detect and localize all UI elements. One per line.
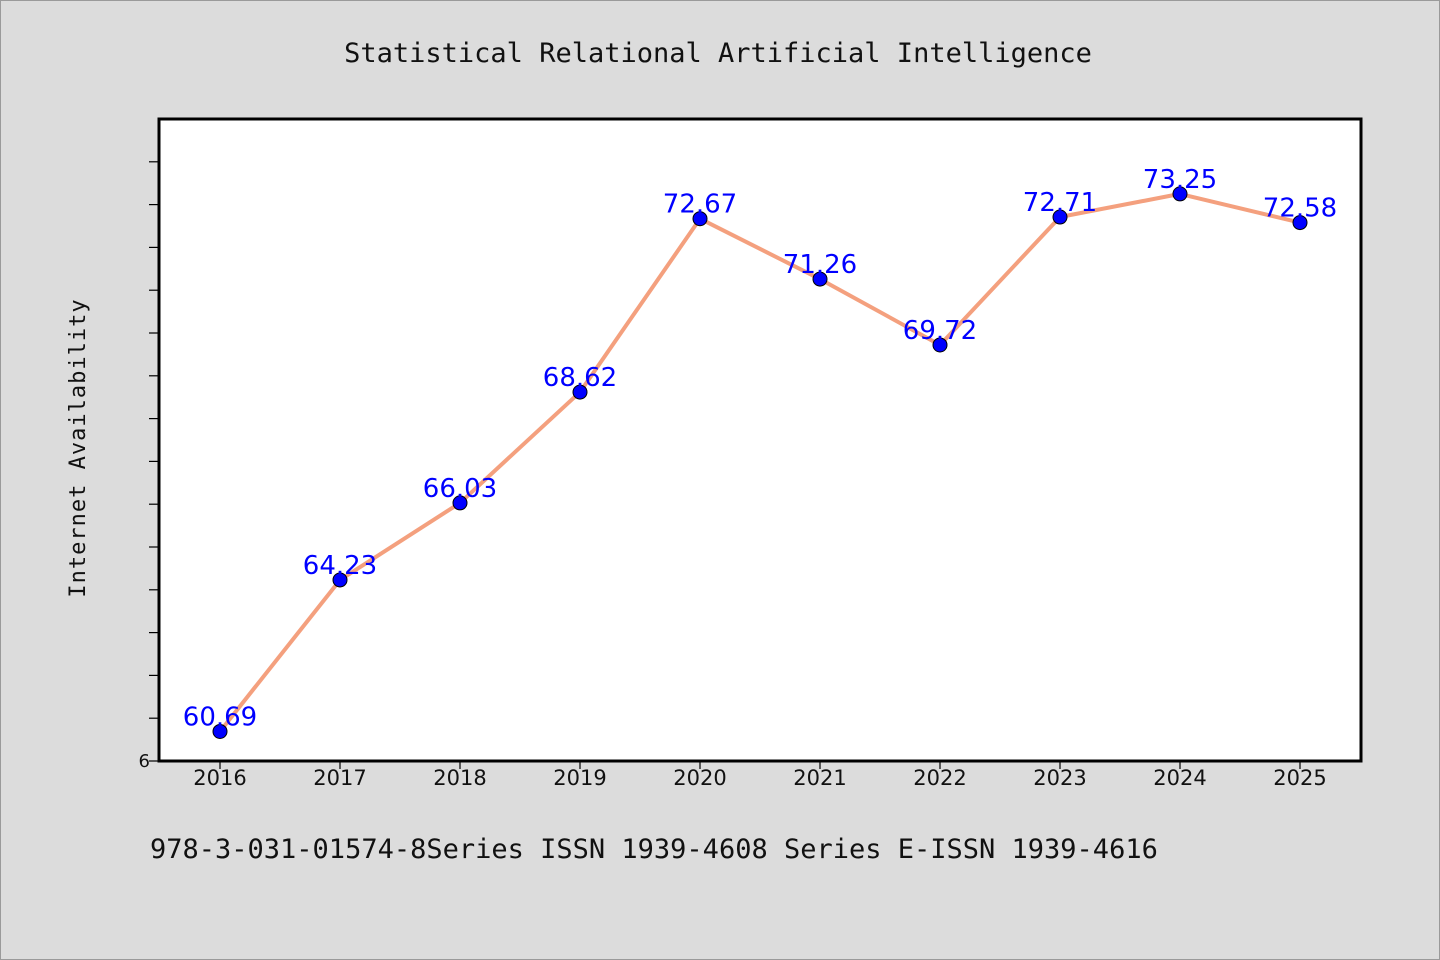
data-label: 73.25 <box>1143 165 1217 195</box>
x-tick-label: 2022 <box>913 766 966 790</box>
data-point <box>1052 209 1068 225</box>
x-axis-ticks: 2016 2017 2018 2019 2020 2021 2022 2023 2024 2025 <box>193 761 1327 790</box>
data-label: 68.62 <box>543 363 617 393</box>
y-axis-label: Internet Availability <box>66 298 91 597</box>
data-label: 72.71 <box>1023 188 1097 218</box>
data-point <box>572 384 588 400</box>
data-point <box>692 211 708 227</box>
data-point <box>1292 215 1308 231</box>
data-label: 72.67 <box>663 190 737 220</box>
x-tick-label: 2017 <box>313 766 366 790</box>
x-tick-label: 2016 <box>193 766 246 790</box>
footnote: 978-3-031-01574-8Series ISSN 1939-4608 S… <box>150 834 1158 865</box>
plot-border <box>157 117 1363 763</box>
data-markers <box>212 186 1308 739</box>
series-line <box>218 191 1301 733</box>
data-label: 64.23 <box>303 551 377 581</box>
data-label: 69.72 <box>903 316 977 346</box>
data-point <box>332 572 348 588</box>
data-label: 66.03 <box>423 474 497 504</box>
data-point <box>1172 186 1188 202</box>
data-point <box>812 271 828 287</box>
x-tick-label: 2019 <box>553 766 606 790</box>
x-tick-label: 2018 <box>433 766 486 790</box>
plot-area <box>159 119 1361 761</box>
data-label: 71.26 <box>783 250 857 280</box>
data-label: 60.69 <box>183 702 257 732</box>
x-tick-label: 2023 <box>1033 766 1086 790</box>
chart-title: Statistical Relational Artificial Intell… <box>344 38 1092 69</box>
y-axis-ticks: 6 <box>139 161 159 772</box>
x-tick-label: 2025 <box>1273 766 1326 790</box>
data-label: 72.58 <box>1263 194 1337 224</box>
data-point <box>932 337 948 353</box>
data-point <box>212 723 228 739</box>
data-point <box>452 495 468 511</box>
y-tick-label: 6 <box>139 751 150 772</box>
x-tick-label: 2020 <box>673 766 726 790</box>
x-tick-label: 2021 <box>793 766 846 790</box>
x-tick-label: 2024 <box>1153 766 1206 790</box>
data-labels: 60.69 64.23 66.03 68.62 72.67 71.26 69.72 72.71… <box>183 165 1337 733</box>
